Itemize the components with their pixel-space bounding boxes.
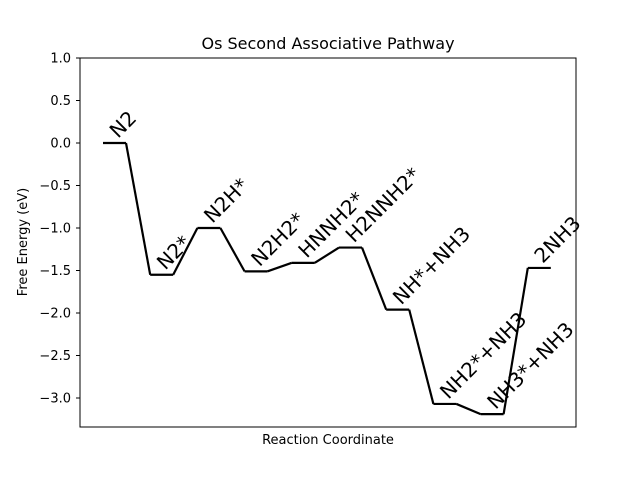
x-axis-label: Reaction Coordinate (262, 433, 394, 448)
energy-connector-7 (455, 402, 482, 416)
chart-title: Os Second Associative Pathway (201, 34, 454, 53)
y-tick-label: −0.5 (39, 179, 71, 194)
energy-connector-8 (502, 267, 529, 415)
energy-connector-3 (267, 261, 293, 273)
energy-connector-5 (360, 247, 388, 310)
step-label-1: N2* (152, 231, 196, 275)
step-labels: N2N2*N2H*N2H2*HNNH2*H2NNH2*NH*+NH3NH2*+N… (105, 106, 586, 414)
step-label-6: NH*+NH3 (388, 222, 475, 309)
energy-connector-1 (172, 227, 199, 276)
step-label-2: N2H* (199, 173, 253, 227)
plot-frame (79, 57, 577, 428)
y-tick-label: 1.0 (50, 52, 71, 67)
step-label-0: N2 (105, 106, 142, 143)
energy-connector-0 (124, 142, 152, 275)
y-tick-label: 0.5 (50, 94, 71, 109)
energy-path-group (103, 141, 551, 416)
step-label-9: 2NH3 (529, 211, 585, 267)
y-tick-label: −3.0 (39, 392, 71, 407)
y-tick-label: 0.0 (50, 137, 71, 152)
y-tick-label: −2.0 (39, 307, 71, 322)
energy-connector-2 (219, 227, 246, 272)
y-axis-ticks: 1.0 0.5 0.0 −0.5 −1.0 −1.5 −2.0 −2.5 −3.0 (39, 52, 80, 407)
y-tick-label: −2.5 (39, 349, 71, 364)
y-tick-label: −1.0 (39, 222, 71, 237)
energy-connector-4 (314, 246, 340, 264)
y-axis-label: Free Energy (eV) (16, 188, 31, 296)
energy-connector-6 (408, 309, 435, 405)
y-tick-label: −1.5 (39, 264, 71, 279)
